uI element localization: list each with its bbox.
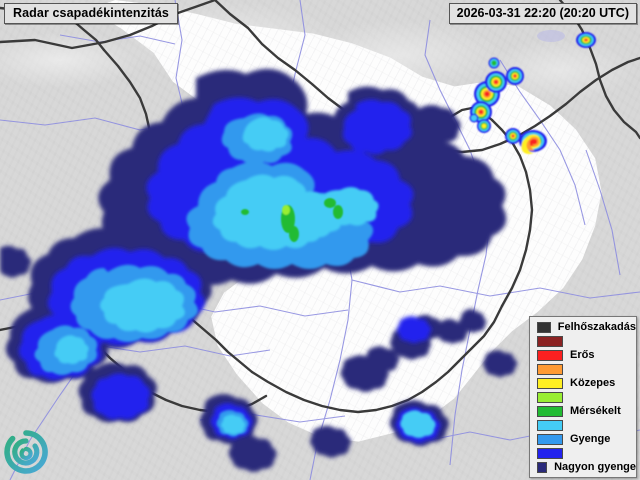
timestamp-badge: 2026-03-31 22:20 (20:20 UTC) xyxy=(448,3,637,24)
legend-row: Erős xyxy=(530,348,636,362)
legend-color-swatch xyxy=(537,321,551,333)
legend-row: Nagyon gyenge xyxy=(530,460,636,474)
legend-row xyxy=(530,334,636,348)
legend-color-swatch xyxy=(537,433,563,445)
legend-row: Közepes xyxy=(530,376,636,390)
legend-label: Nagyon gyenge xyxy=(554,461,636,473)
legend-label: Közepes xyxy=(570,377,616,389)
legend-row xyxy=(530,446,636,460)
legend-color-swatch xyxy=(537,377,563,389)
met-swirl-logo-icon xyxy=(4,430,48,474)
legend-color-swatch xyxy=(537,419,563,431)
radar-echo-convective-cells xyxy=(469,32,596,154)
legend-row: Felhőszakadás xyxy=(530,320,636,334)
legend-row xyxy=(530,418,636,432)
legend-row xyxy=(530,362,636,376)
legend-label: Gyenge xyxy=(570,433,611,445)
legend-label: Felhőszakadás xyxy=(557,321,636,333)
legend-label: Erős xyxy=(570,349,595,361)
legend-row: Gyenge xyxy=(530,432,636,446)
legend-label: Mérsékelt xyxy=(570,405,621,417)
legend-color-swatch xyxy=(537,447,563,459)
legend-row: Mérsékelt xyxy=(530,404,636,418)
radar-echo-faint-patch xyxy=(537,30,565,42)
legend-color-swatch xyxy=(537,405,563,417)
page-title: Radar csapadékintenzitás xyxy=(4,3,178,24)
legend-color-swatch xyxy=(537,335,563,347)
legend-color-swatch xyxy=(537,363,563,375)
radar-echo-moderate xyxy=(241,198,343,242)
legend-row xyxy=(530,390,636,404)
legend-panel: Felhőszakadás Erős Közepes Mérsékelt Gyenge N… xyxy=(529,316,637,478)
legend-color-swatch xyxy=(537,391,563,403)
legend-color-swatch xyxy=(537,461,548,473)
legend-color-swatch xyxy=(537,349,563,361)
